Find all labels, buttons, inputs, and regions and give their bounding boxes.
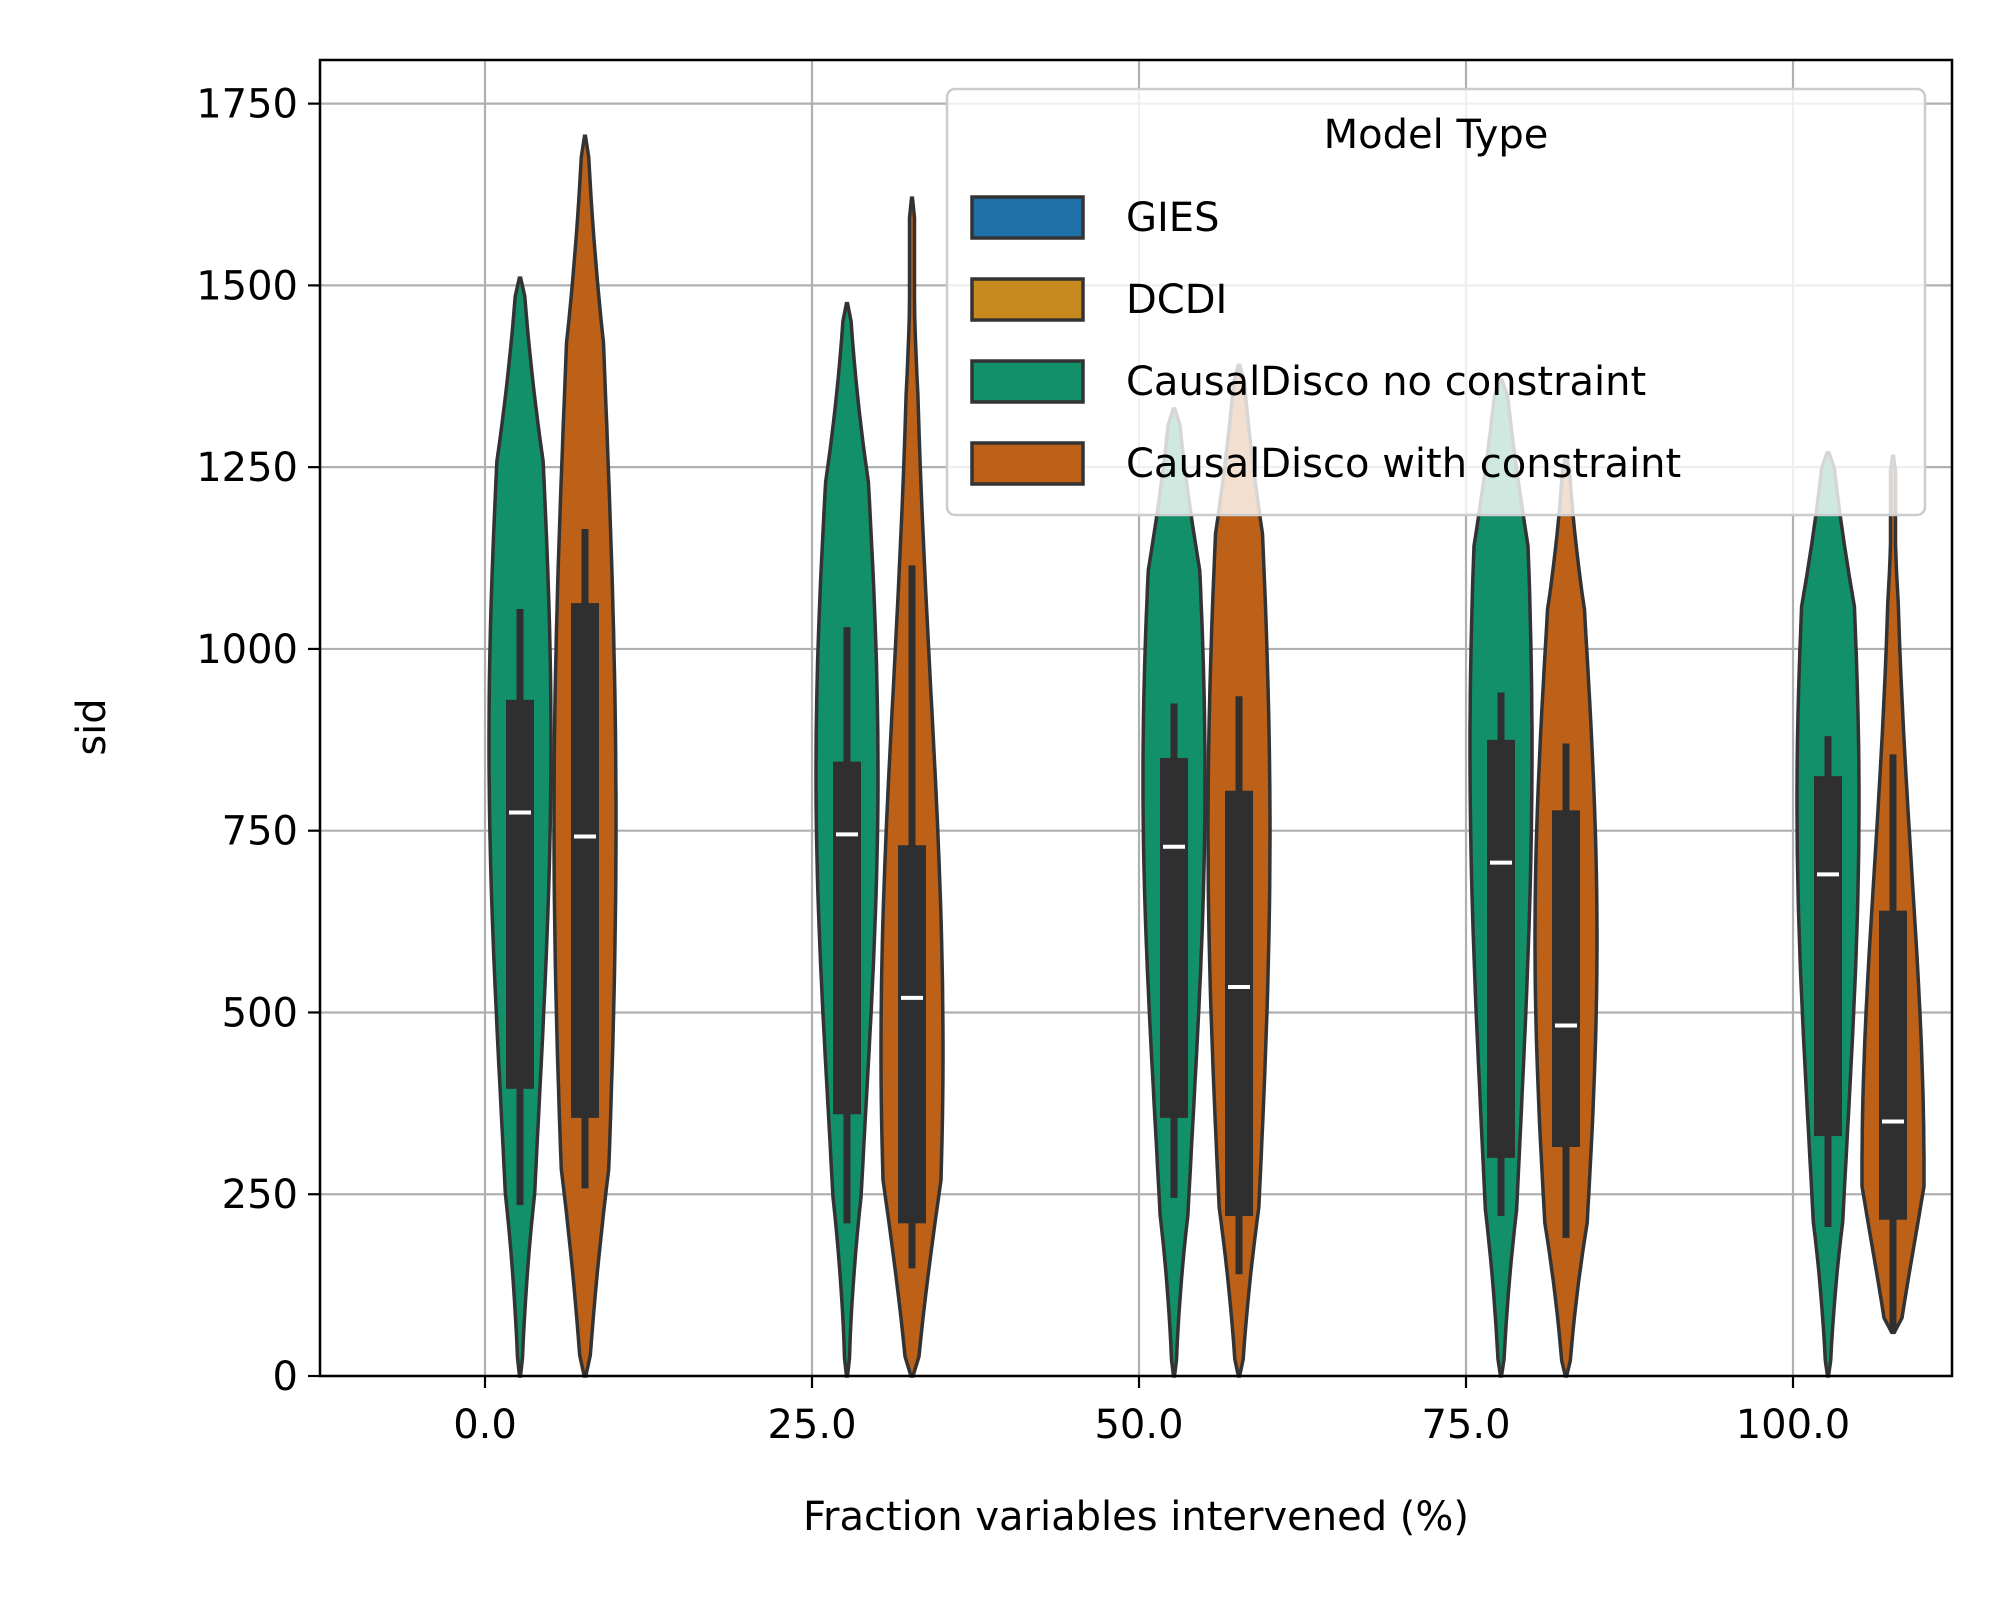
legend-swatch [970,359,1085,404]
legend-box [945,87,1927,517]
y-tick-label: 1250 [196,445,298,491]
axes: 0 250 500 750 1000 1250 1500 1750 0.0 25.0 50.0 75.… [196,58,1954,1448]
legend-swatch [970,441,1085,486]
x-tick-label: 0.0 [453,1402,517,1448]
y-tick-label: 250 [222,1172,298,1218]
violin-iqr-box [1225,790,1253,1217]
violin-plots [487,134,1926,1378]
violin-iqr-box [571,603,599,1118]
y-tick-label: 750 [222,809,298,855]
x-tick-label: 100.0 [1736,1402,1851,1448]
violin-iqr-box [506,699,534,1089]
legend-label: GIES [1126,195,1219,241]
legend-title: Model Type [1324,112,1549,158]
legend-label: CausalDisco no constraint [1126,359,1646,405]
violin-iqr-box [898,845,926,1224]
violin-iqr-box [1552,810,1580,1147]
violin-iqr-box [1487,739,1515,1158]
x-tick-label: 75.0 [1421,1402,1510,1448]
legend-swatch [970,195,1085,240]
legend-label: CausalDisco with constraint [1126,441,1681,487]
y-tick-label: 1750 [196,82,298,128]
violin-iqr-box [1814,776,1842,1137]
legend-swatch [970,277,1085,322]
y-tick-label: 0 [273,1354,298,1400]
violin-iqr-box [1160,757,1188,1118]
violin-iqr-box [1879,910,1907,1220]
x-tick-label: 50.0 [1094,1402,1183,1448]
y-tick-label: 500 [222,990,298,1036]
plot-frame [318,58,1954,1378]
x-tick-label: 25.0 [767,1402,856,1448]
y-axis-label: sid [69,698,115,755]
violin-iqr-box [833,761,861,1115]
y-tick-label: 1500 [196,263,298,309]
legend: Model Type GIES DCDI CausalDisco no constra… [945,87,1927,517]
legend-label: DCDI [1126,277,1227,323]
y-tick-label: 1000 [196,627,298,673]
x-axis-label: Fraction variables intervened (%) [803,1494,1469,1540]
